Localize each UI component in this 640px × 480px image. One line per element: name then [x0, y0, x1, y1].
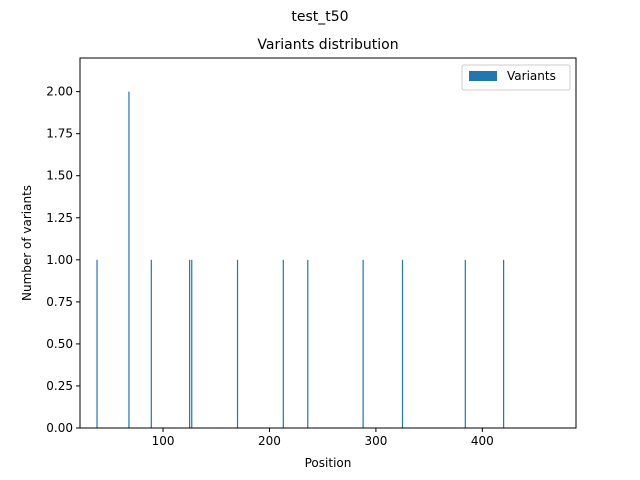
bar — [401, 259, 404, 428]
legend-swatch — [469, 71, 497, 81]
bar — [96, 259, 98, 428]
y-tick-label: 1.50 — [46, 169, 73, 183]
y-tick-label: 2.00 — [46, 85, 73, 99]
x-axis-label: Position — [305, 456, 352, 470]
bar — [362, 259, 364, 428]
bar — [307, 259, 309, 428]
y-tick-label: 1.75 — [46, 127, 73, 141]
y-tick-label: 0.25 — [46, 379, 73, 393]
chart-title: Variants distribution — [257, 37, 398, 53]
bar — [464, 259, 466, 428]
figure-suptitle: test_t50 — [291, 9, 348, 25]
x-axis-ticks: 100 200 300 400 — [152, 428, 494, 448]
x-tick-label: 100 — [152, 434, 175, 448]
legend-label: Variants — [507, 69, 556, 83]
y-tick-label: 0.00 — [46, 421, 73, 435]
y-axis-ticks: 0.00 0.25 0.50 0.75 1.00 1.25 1.50 1.75 2.00 — [46, 85, 80, 435]
x-tick-label: 200 — [258, 434, 281, 448]
y-tick-label: 1.00 — [46, 253, 73, 267]
bar — [189, 259, 191, 428]
bar — [191, 259, 193, 428]
y-axis-label: Number of variants — [20, 185, 34, 301]
bar — [150, 259, 152, 428]
bar — [236, 259, 239, 428]
bar — [128, 91, 130, 428]
bars-group — [96, 91, 505, 428]
bar — [282, 259, 284, 428]
y-tick-label: 0.75 — [46, 295, 73, 309]
bar — [503, 259, 505, 428]
legend: Variants — [461, 64, 571, 91]
y-tick-label: 0.50 — [46, 337, 73, 351]
x-tick-label: 300 — [364, 434, 387, 448]
y-tick-label: 1.25 — [46, 211, 73, 225]
x-tick-label: 400 — [471, 434, 494, 448]
plot-area-frame — [79, 57, 577, 429]
